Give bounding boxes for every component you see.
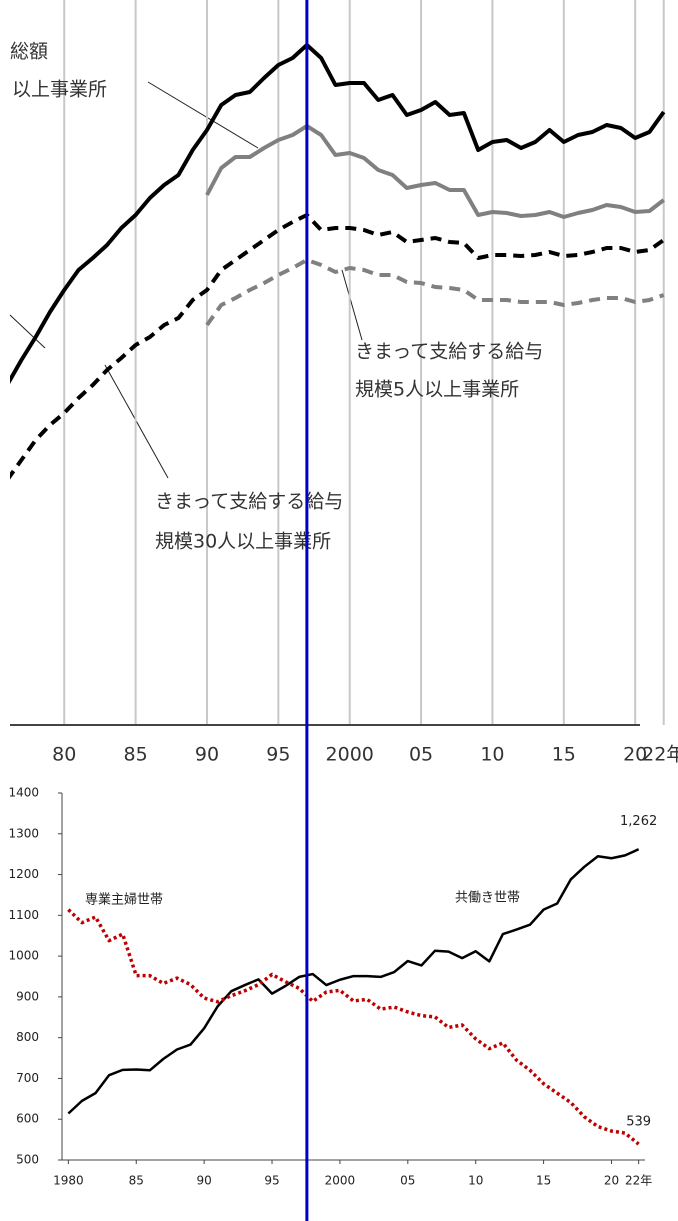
y-tick-label: 800 [16,1030,39,1044]
y-tick-label: 900 [16,989,39,1003]
annotation: 以上事業所 [12,79,107,101]
annotation: 総額 [10,41,48,63]
series-line [67,848,640,1115]
leader-line [341,269,363,341]
series-line [205,124,665,219]
value-label: 539 [626,1115,651,1130]
x-tick-label: 22年 [625,1174,652,1188]
x-tick-label: 05 [409,744,433,766]
x-tick-label: 95 [266,744,290,766]
x-tick-label: 22年 [642,744,678,766]
x-tick-label: 95 [264,1174,279,1188]
series-line [10,43,666,385]
x-tick-label: 20 [604,1174,619,1188]
y-tick-label: 1100 [8,908,39,922]
value-label: 1,262 [620,814,657,829]
y-tick-label: 1300 [8,826,39,840]
x-tick-label: 90 [195,744,219,766]
x-tick-label: 10 [468,1174,483,1188]
annotation: 規模5人以上事業所 [355,379,519,401]
annotation: きまって支給する給与 [355,341,543,363]
y-tick-label: 1000 [8,949,39,963]
y-tick-label: 1400 [8,786,39,800]
x-tick-label: 85 [129,1174,144,1188]
x-tick-label: 1980 [53,1174,84,1188]
x-tick-label: 10 [480,744,504,766]
y-tick-label: 600 [16,1112,39,1126]
annotation: きまって支給する給与 [155,491,343,513]
x-tick-label: 20 [623,744,647,766]
x-tick-label: 05 [400,1174,415,1188]
x-tick-label: 80 [52,744,76,766]
series-line [205,258,665,327]
x-tick-label: 15 [552,744,576,766]
series-name: 専業主婦世帯 [85,892,163,908]
x-tick-label: 2000 [326,744,374,766]
series-line [67,908,640,1146]
leader-line [147,81,259,149]
y-tick-label: 1200 [8,867,39,881]
y-tick-label: 700 [16,1071,39,1085]
x-tick-label: 90 [196,1174,211,1188]
series-name: 共働き世帯 [455,891,520,906]
series-line [10,213,665,480]
x-tick-label: 15 [536,1174,551,1188]
leader-line [9,314,46,349]
x-tick-label: 2000 [325,1174,356,1188]
x-tick-label: 85 [124,744,148,766]
annotation: 規模30人以上事業所 [155,531,331,553]
y-tick-label: 500 [16,1153,39,1167]
